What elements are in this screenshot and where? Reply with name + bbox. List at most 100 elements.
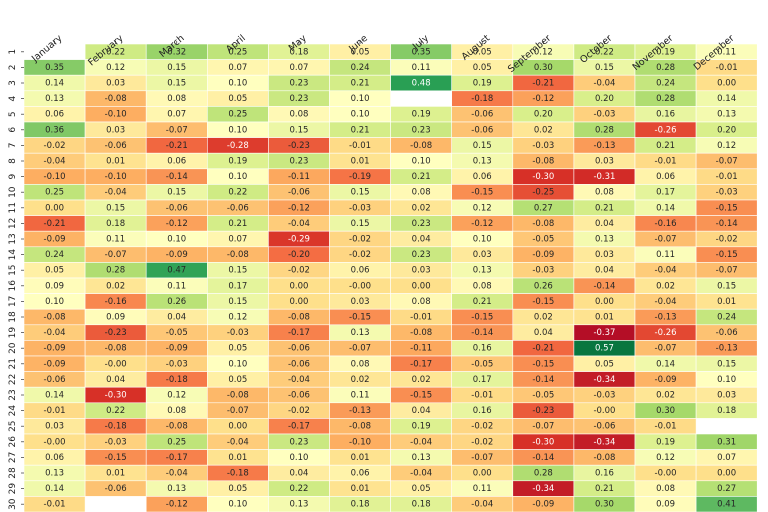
- cell-value-label: 0.04: [595, 266, 614, 276]
- cell-value-label: -0.01: [410, 313, 432, 323]
- cell-value-label: 0.18: [289, 47, 308, 57]
- cell-value-label: 0.16: [595, 469, 614, 479]
- cell-value-label: -0.17: [288, 422, 310, 432]
- cell-value-label: -0.10: [105, 110, 127, 120]
- cell-value-label: 0.23: [289, 157, 308, 167]
- cell-value-label: 0.01: [717, 297, 736, 307]
- cell-value-label: 0.15: [351, 188, 370, 198]
- cell-value-label: -0.14: [532, 453, 554, 463]
- cell-value-label: 0.14: [656, 203, 675, 213]
- cell-value-label: -0.21: [532, 79, 554, 89]
- cell-value-label: -0.05: [532, 235, 554, 245]
- cell-value-label: -0.08: [227, 250, 249, 260]
- cell-value-label: -0.12: [166, 500, 188, 510]
- cell-value-label: 0.15: [167, 63, 186, 73]
- cell-value-label: 0.05: [228, 484, 247, 494]
- cell-value-label: -0.34: [532, 484, 554, 494]
- cell-value-label: 0.10: [412, 157, 431, 167]
- cell-value-label: 0.12: [717, 141, 736, 151]
- cell-value-label: 0.14: [656, 359, 675, 369]
- cell-value-label: 0.05: [351, 47, 370, 57]
- cell-value-label: 0.04: [412, 235, 431, 245]
- cell-value-label: -0.19: [349, 172, 371, 182]
- cell-value-label: -0.10: [44, 172, 66, 182]
- cell-value-label: 0.15: [106, 203, 125, 213]
- cell-value-label: -0.06: [288, 344, 310, 354]
- cell-value-label: 0.07: [167, 110, 186, 120]
- cell-value-label: 0.11: [656, 250, 675, 260]
- row-label: 19: [8, 327, 18, 339]
- cell-value-label: 0.13: [45, 94, 64, 104]
- cell-value-label: 0.14: [45, 484, 64, 494]
- cell-value-label: 0.05: [228, 344, 247, 354]
- cell-value-label: 0.10: [167, 235, 186, 245]
- cell-value-label: 0.06: [45, 453, 64, 463]
- cell-value-label: 0.27: [534, 203, 553, 213]
- cell-value-label: 0.22: [106, 406, 125, 416]
- cell-value-label: -0.02: [716, 235, 738, 245]
- cell-value-label: 0.02: [656, 391, 675, 401]
- cell-value-label: -0.08: [532, 219, 554, 229]
- row-label: 7: [8, 143, 18, 149]
- cell-value-label: 0.03: [595, 157, 614, 167]
- cell-value-label: 0.14: [717, 94, 736, 104]
- cell-value-label: 0.12: [167, 391, 186, 401]
- cell-value-label: 0.12: [656, 453, 675, 463]
- cell-value-label: -0.07: [716, 157, 738, 167]
- cell-value-label: -0.07: [105, 250, 127, 260]
- cell-value-label: -0.08: [593, 453, 615, 463]
- cell-value-label: 0.14: [45, 79, 64, 89]
- cell-value-label: 0.19: [412, 110, 431, 120]
- cell-value-label: -0.08: [105, 344, 127, 354]
- cell-value-label: -0.07: [655, 235, 677, 245]
- cell-value-label: 0.10: [228, 359, 247, 369]
- cell-value-label: 0.32: [167, 47, 186, 57]
- cell-value-label: 0.24: [656, 79, 675, 89]
- cell-value-label: -0.02: [349, 250, 371, 260]
- cell-value-label: -0.18: [166, 375, 188, 385]
- cell-value-label: -0.03: [166, 359, 188, 369]
- row-label: 21: [8, 358, 18, 369]
- cell-value-label: 0.06: [351, 469, 370, 479]
- cell-value-label: 0.16: [656, 110, 675, 120]
- cell-value-label: -0.29: [288, 235, 310, 245]
- cell-value-label: 0.21: [595, 484, 614, 494]
- cell-value-label: -0.06: [471, 110, 493, 120]
- cell-value-label: -0.17: [166, 453, 188, 463]
- cell-value-label: 0.20: [595, 94, 614, 104]
- row-label: 28: [8, 467, 18, 479]
- cell-value-label: -0.00: [105, 359, 127, 369]
- cell-value-label: 0.20: [717, 125, 736, 135]
- cell-value-label: 0.15: [228, 297, 247, 307]
- cell-value-label: 0.06: [45, 110, 64, 120]
- row-label: 3: [8, 80, 18, 86]
- cell-value-label: -0.08: [44, 313, 66, 323]
- cell-value-label: 0.02: [534, 125, 553, 135]
- cell-value-label: -0.07: [227, 406, 249, 416]
- cell-value-label: 0.13: [473, 157, 492, 167]
- row-label: 2: [8, 65, 18, 71]
- cell-value-label: 0.08: [289, 110, 308, 120]
- cell-value-label: 0.48: [412, 79, 431, 89]
- cell-value-label: -0.12: [471, 219, 493, 229]
- cell-value-label: 0.01: [351, 157, 370, 167]
- row-label: 6: [8, 127, 18, 133]
- cell-value-label: 0.23: [412, 250, 431, 260]
- cell-value-label: -0.15: [410, 391, 432, 401]
- cell-value-label: 0.10: [45, 297, 64, 307]
- cell-value-label: -0.02: [471, 422, 493, 432]
- cell-value-label: -0.14: [716, 219, 738, 229]
- cell-value-label: -0.08: [288, 313, 310, 323]
- cell-value-label: -0.03: [532, 141, 554, 151]
- row-label: 10: [8, 186, 18, 198]
- cell-value-label: 0.25: [45, 188, 64, 198]
- cell-value-label: 0.02: [412, 203, 431, 213]
- cell-value-label: -0.06: [288, 188, 310, 198]
- cell-value-label: -0.08: [410, 328, 432, 338]
- cell-value-label: 0.13: [412, 453, 431, 463]
- cell-value-label: -0.37: [593, 328, 615, 338]
- cell-value-label: 0.05: [228, 94, 247, 104]
- cell-value-label: -0.09: [44, 344, 66, 354]
- cell-value-label: 0.13: [289, 500, 308, 510]
